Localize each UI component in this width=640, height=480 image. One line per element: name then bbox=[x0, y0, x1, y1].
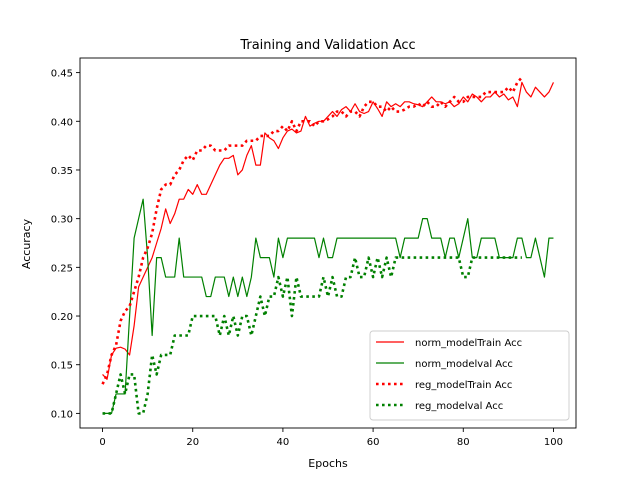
y-tick-label: 0.10 bbox=[51, 409, 73, 420]
legend-label-4: reg_modelval Acc bbox=[415, 401, 503, 412]
x-tick-label: 100 bbox=[544, 437, 563, 448]
series-line-2 bbox=[102, 198, 554, 414]
legend-label-2: norm_modelval Acc bbox=[415, 359, 513, 370]
plot-area: 0 20 40 60 80 100 0.10 0.15 0.20 0.25 0.30 0.35 0.40… bbox=[51, 57, 577, 448]
y-tick-label: 0.40 bbox=[51, 117, 73, 128]
y-tick-label: 0.15 bbox=[51, 361, 73, 372]
legend: norm_modelTrain Acc norm_modelval Acc reg_… bbox=[369, 330, 570, 421]
x-tick-label: 80 bbox=[457, 437, 470, 448]
series-line-4 bbox=[102, 256, 522, 415]
series-line-1 bbox=[102, 81, 554, 380]
x-axis-label: Epochs bbox=[308, 457, 348, 470]
x-tick-label: 0 bbox=[99, 437, 105, 448]
y-tick-label: 0.45 bbox=[51, 69, 73, 80]
y-tick-label: 0.25 bbox=[51, 263, 73, 274]
legend-label-1: norm_modelTrain Acc bbox=[415, 338, 522, 349]
legend-label-3: reg_modelTrain Acc bbox=[415, 380, 512, 391]
y-tick-label: 0.20 bbox=[51, 312, 73, 323]
axes-frame bbox=[79, 57, 577, 429]
x-tick-label: 20 bbox=[186, 437, 199, 448]
y-tick-label: 0.30 bbox=[51, 215, 73, 226]
y-axis-label: Accuracy bbox=[20, 218, 33, 269]
series-group bbox=[101, 76, 554, 415]
y-tick-label: 0.35 bbox=[51, 166, 73, 177]
x-tick-label: 60 bbox=[367, 437, 380, 448]
x-tick-label: 40 bbox=[277, 437, 290, 448]
chart-title: Training and Validation Acc bbox=[239, 38, 415, 53]
legend-box bbox=[369, 330, 570, 421]
